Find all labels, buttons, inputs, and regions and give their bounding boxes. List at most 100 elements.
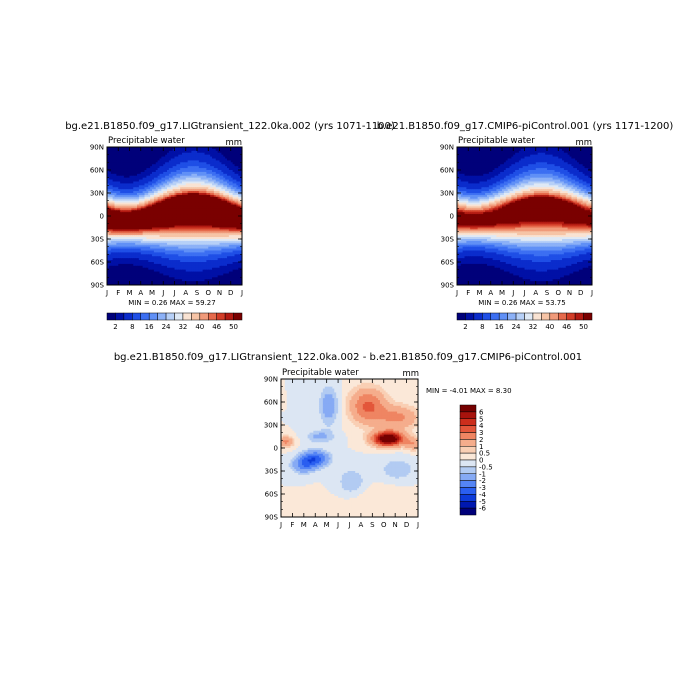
heatmap-cell [112, 166, 116, 169]
heatmap-cell [215, 181, 219, 184]
heatmap-cell [182, 206, 185, 209]
heatmap-cell [120, 191, 123, 194]
heatmap-cell [176, 147, 179, 150]
heatmap-cell [200, 198, 204, 202]
heatmap-cell [230, 210, 234, 213]
heatmap-cell [238, 202, 241, 205]
heatmap-cell [223, 206, 226, 209]
heatmap-cell [208, 189, 211, 192]
heatmap-cell [129, 181, 132, 184]
heatmap-cell [110, 214, 114, 217]
heatmap-cell [223, 183, 226, 186]
heatmap-cell [225, 189, 228, 192]
heatmap-cell [116, 160, 119, 163]
heatmap-cell [122, 196, 125, 200]
heatmap-cell [125, 202, 129, 205]
heatmap-cell [234, 208, 237, 211]
heatmap-cell [178, 221, 181, 225]
heatmap-cell [213, 160, 217, 163]
heatmap-cell [152, 156, 155, 159]
heatmap-cell [210, 221, 213, 225]
heatmap-cell [138, 217, 142, 221]
heatmap-cell [116, 171, 119, 175]
heatmap-cell [193, 191, 196, 194]
heatmap-cell [180, 185, 183, 188]
heatmap-cell [144, 162, 147, 165]
heatmap-cell [167, 164, 170, 167]
heatmap-cell [108, 196, 112, 200]
heatmap-cell [228, 183, 232, 186]
heatmap-cell [202, 193, 206, 196]
heatmap-cell [167, 212, 170, 215]
heatmap-cell [159, 198, 162, 202]
heatmap-cell [238, 196, 241, 200]
heatmap-cell [183, 175, 187, 179]
heatmap-cell [208, 179, 211, 182]
heatmap-cell [167, 154, 170, 158]
heatmap-cell [161, 171, 164, 175]
heatmap-cell [230, 219, 234, 223]
heatmap-cell [227, 204, 230, 207]
heatmap-cell [174, 156, 177, 159]
heatmap-cell [174, 191, 177, 194]
heatmap-cell [234, 194, 237, 198]
heatmap-cell [198, 177, 202, 181]
heatmap-cell [148, 173, 151, 177]
heatmap-cell [129, 202, 132, 205]
heatmap-cell [137, 210, 140, 213]
heatmap-cell [133, 212, 136, 215]
heatmap-cell [123, 194, 127, 198]
heatmap-cell [127, 150, 131, 154]
heatmap-cell [129, 150, 132, 154]
heatmap-cell [232, 189, 236, 192]
heatmap-cell [142, 217, 146, 221]
heatmap-cell [195, 221, 198, 225]
heatmap-cell [217, 177, 221, 181]
heatmap-cell [168, 219, 172, 223]
heatmap-cell [133, 181, 136, 184]
heatmap-cell [191, 175, 194, 179]
heatmap-cell [131, 217, 134, 221]
heatmap-cell [137, 204, 140, 207]
heatmap-cell [127, 148, 131, 152]
heatmap-cell [168, 168, 172, 171]
heatmap-cell [144, 206, 147, 209]
heatmap-cell [146, 189, 149, 192]
heatmap-cell [189, 194, 192, 198]
heatmap-cell [208, 193, 211, 196]
heatmap-cell [212, 216, 215, 219]
heatmap-cell [206, 179, 209, 182]
heatmap-cell [236, 206, 239, 209]
heatmap-cell [146, 166, 149, 169]
heatmap-cell [107, 191, 110, 194]
heatmap-cell [213, 162, 217, 165]
heatmap-cell [221, 216, 224, 219]
heatmap-cell [120, 219, 123, 223]
heatmap-cell [225, 162, 228, 165]
heatmap-cell [114, 162, 117, 165]
heatmap-cell [174, 152, 177, 156]
heatmap-cell [122, 200, 125, 204]
heatmap-cell [114, 164, 117, 167]
heatmap-cell [127, 214, 131, 217]
heatmap-cell [174, 166, 177, 169]
heatmap-cell [163, 166, 166, 169]
heatmap-cell [183, 189, 187, 192]
heatmap-cell [138, 210, 142, 213]
heatmap-cell [153, 147, 157, 150]
heatmap-cell [170, 168, 174, 171]
heatmap-cell [212, 212, 215, 215]
heatmap-cell [107, 214, 110, 217]
heatmap-cell [123, 189, 127, 192]
heatmap-cell [161, 187, 164, 190]
heatmap-cell [108, 170, 112, 173]
heatmap-cell [187, 152, 191, 156]
heatmap-cell [227, 150, 230, 154]
heatmap-cell [183, 200, 187, 204]
heatmap-cell [217, 160, 221, 163]
heatmap-cell [215, 212, 219, 215]
heatmap-cell [133, 189, 136, 192]
heatmap-cell [165, 181, 168, 184]
heatmap-cell [125, 175, 129, 179]
heatmap-cell [155, 210, 159, 213]
